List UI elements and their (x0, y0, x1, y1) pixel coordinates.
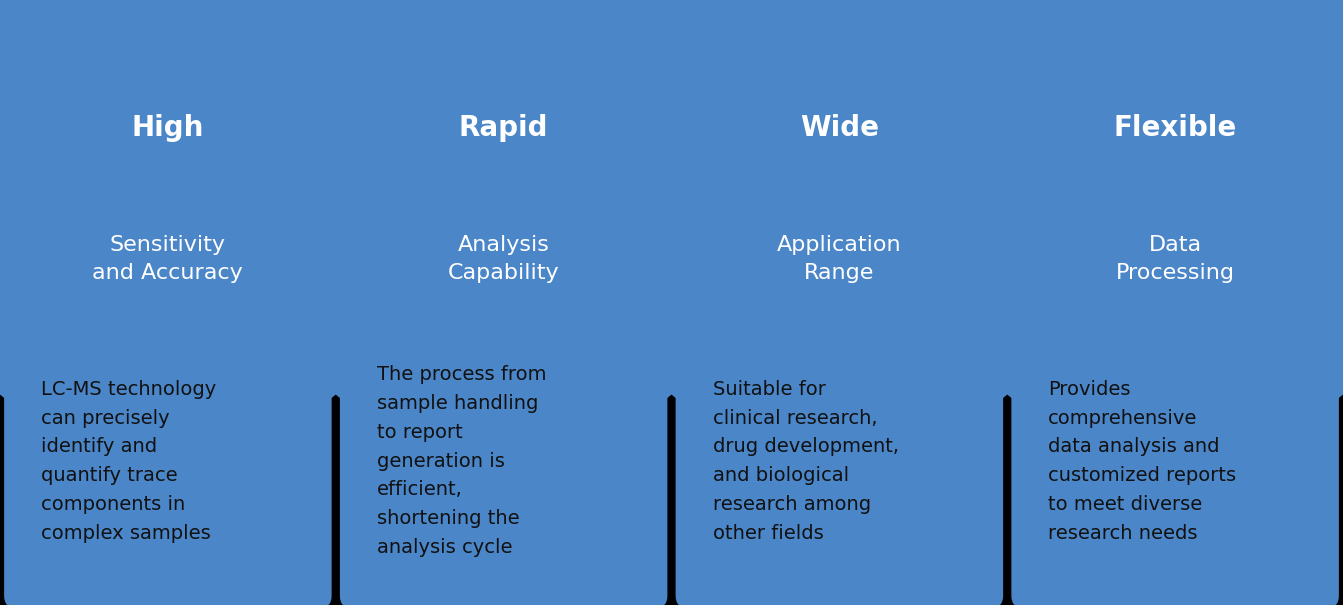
Text: Sensitivity
and Accuracy: Sensitivity and Accuracy (93, 235, 243, 283)
FancyBboxPatch shape (676, 339, 1003, 605)
Text: The process from
sample handling
to report
generation is
efficient,
shortening t: The process from sample handling to repo… (377, 365, 547, 557)
Text: Suitable for
clinical research,
drug development,
and biological
research among
: Suitable for clinical research, drug dev… (713, 380, 898, 543)
FancyBboxPatch shape (1011, 339, 1339, 605)
Text: Rapid: Rapid (459, 114, 548, 142)
Text: Flexible: Flexible (1113, 114, 1237, 142)
Text: High: High (132, 114, 204, 142)
Text: Data
Processing: Data Processing (1116, 235, 1234, 283)
FancyBboxPatch shape (340, 339, 667, 605)
Text: Application
Range: Application Range (778, 235, 901, 283)
Text: Analysis
Capability: Analysis Capability (447, 235, 560, 283)
Circle shape (0, 0, 430, 456)
Text: Wide: Wide (800, 114, 878, 142)
FancyBboxPatch shape (4, 339, 332, 605)
Circle shape (913, 0, 1343, 456)
Text: LC-MS technology
can precisely
identify and
quantify trace
components in
complex: LC-MS technology can precisely identify … (42, 380, 216, 543)
Text: Provides
comprehensive
data analysis and
customized reports
to meet diverse
rese: Provides comprehensive data analysis and… (1049, 380, 1237, 543)
Circle shape (242, 0, 766, 456)
Circle shape (577, 0, 1101, 456)
